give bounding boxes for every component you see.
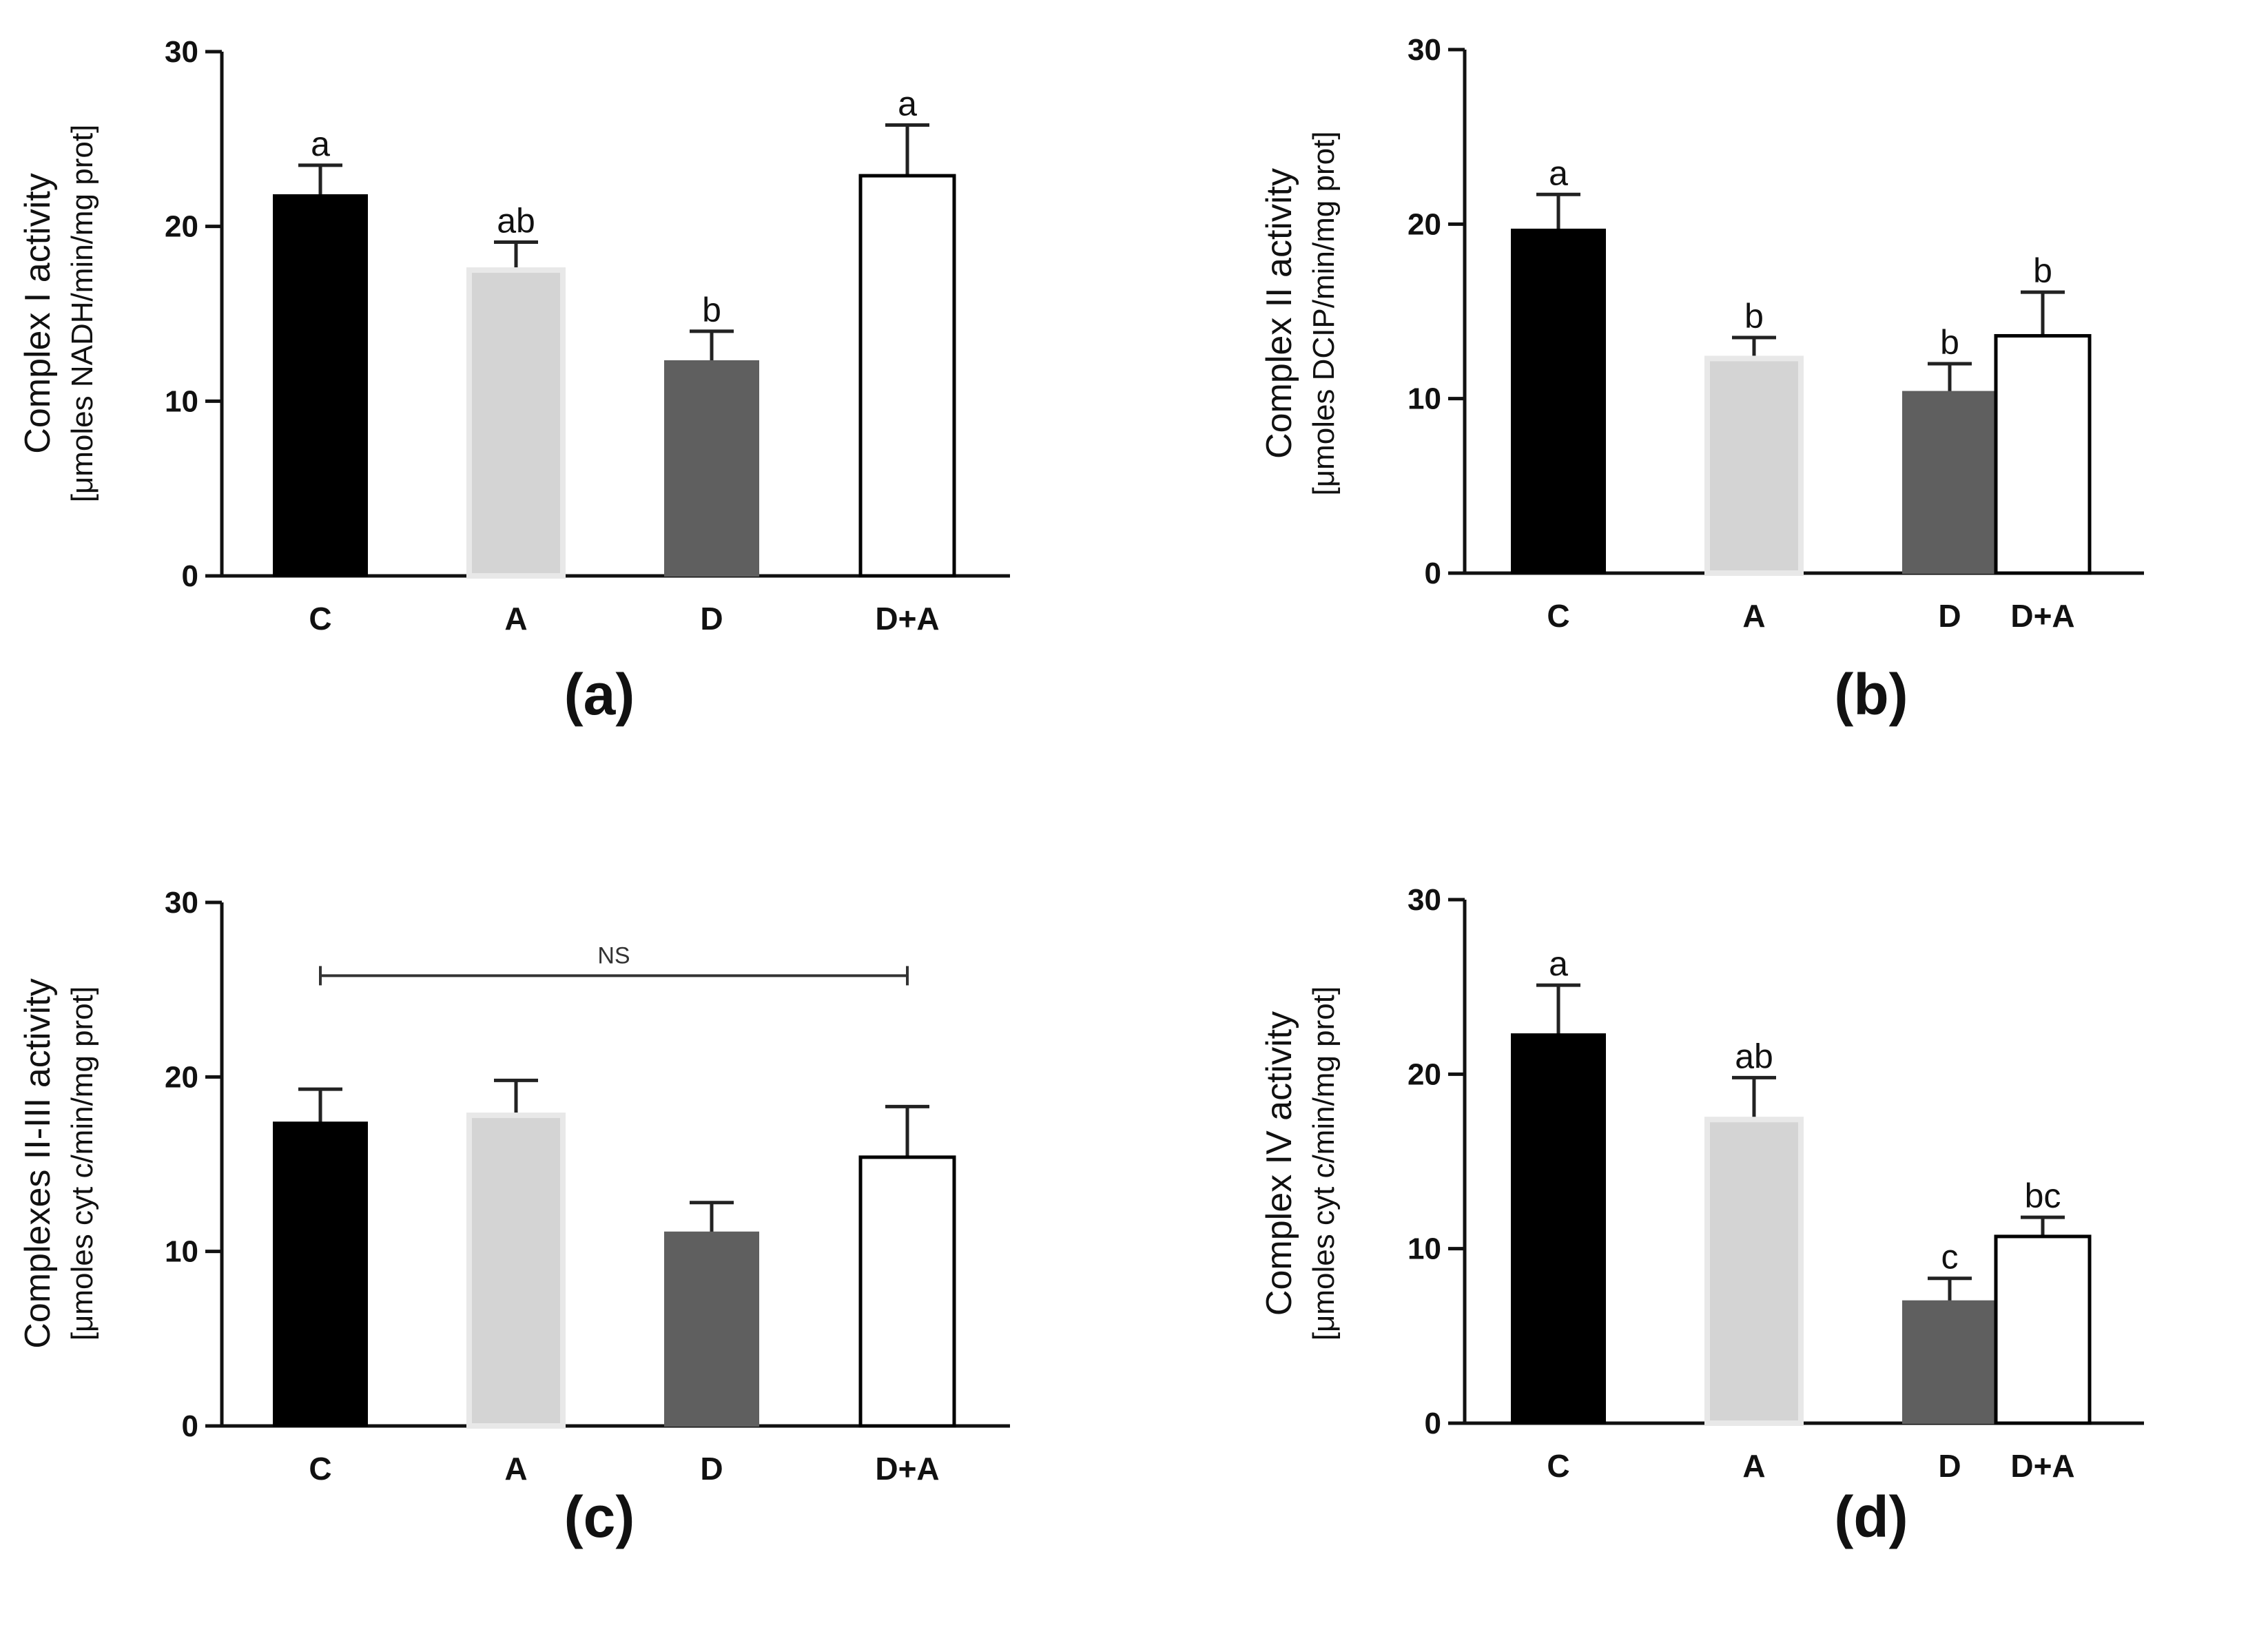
- significance-label-a-C: a: [311, 125, 330, 163]
- panel-label-c: (c): [564, 1484, 635, 1549]
- y-tick-label-b: 10: [1408, 382, 1441, 416]
- y-axis-subtitle-c: [μmoles cyt c/min/mg prot]: [65, 986, 99, 1341]
- panel-label-d: (d): [1834, 1484, 1908, 1549]
- x-tick-label-b: C: [1547, 598, 1569, 634]
- y-tick-label-d: 10: [1408, 1232, 1441, 1266]
- x-tick-label-a: A: [504, 601, 527, 637]
- y-tick-label-d: 30: [1408, 883, 1441, 917]
- chart-a: 0 10 20 30 Complex I activity [μmoles NADH/mi…: [18, 35, 1010, 637]
- bar-b-A: [1704, 355, 1804, 577]
- panel-c: 0 10 20 30 Complexes II-III activity [μmoles …: [0, 823, 1134, 1645]
- significance-label-b-A: b: [1744, 297, 1764, 335]
- bar-a-A: [466, 267, 566, 579]
- y-tick-label-c: 10: [165, 1235, 198, 1269]
- bar-a-D+A: [858, 174, 956, 578]
- x-tick-label-c: C: [309, 1451, 331, 1487]
- panel-b: 0 10 20 30 Complex II activity [μmoles DCIP/m…: [1134, 0, 2268, 823]
- x-tick-label-a: D+A: [875, 601, 939, 637]
- y-axis-title-a: Complex I activity: [18, 173, 58, 453]
- bar-b-C: [1511, 228, 1606, 574]
- y-tick-label-b: 30: [1408, 33, 1441, 67]
- bar-a-D: [664, 360, 759, 577]
- x-tick-label-a: C: [309, 601, 331, 637]
- significance-label-d-C: a: [1549, 944, 1568, 983]
- significance-label-b-D: b: [1940, 323, 1959, 362]
- significance-label-d-D: c: [1941, 1238, 1959, 1276]
- x-tick-label-d: A: [1742, 1448, 1765, 1484]
- y-axis-label-group-a: Complex I activity [μmoles NADH/min/mg pr…: [18, 125, 99, 503]
- bar-d-A: [1704, 1117, 1804, 1426]
- y-tick-label-b: 20: [1408, 207, 1441, 241]
- y-tick-label-d: 0: [1425, 1407, 1441, 1440]
- significance-label-d-A: ab: [1735, 1037, 1773, 1075]
- bar-d-D: [1902, 1300, 1997, 1425]
- bar-c-A: [466, 1113, 566, 1429]
- x-tick-label-c: A: [504, 1451, 527, 1487]
- chart-c: 0 10 20 30 Complexes II-III activity [μmoles …: [18, 886, 1010, 1487]
- y-tick-label-a: 30: [165, 35, 198, 69]
- y-axis-title-d: Complex IV activity: [1259, 1011, 1299, 1316]
- y-tick-label-c: 20: [165, 1060, 198, 1094]
- x-tick-label-b: D: [1938, 598, 1961, 634]
- y-axis-subtitle-a: [μmoles NADH/min/mg prot]: [65, 125, 99, 503]
- y-axis-title-b: Complex II activity: [1259, 168, 1299, 459]
- y-tick-label-a: 20: [165, 210, 198, 244]
- bar-c-D+A: [858, 1155, 956, 1428]
- y-axis-label-group-b: Complex II activity [μmoles DCIP/min/mg p…: [1259, 131, 1341, 495]
- y-tick-label-c: 0: [182, 1409, 198, 1443]
- x-tick-label-b: A: [1742, 598, 1765, 634]
- x-tick-label-d: C: [1547, 1448, 1569, 1484]
- significance-label-b-D+A: b: [2033, 251, 2052, 290]
- y-tick-label-c: 30: [165, 886, 198, 920]
- panel-label-a: (a): [564, 662, 635, 727]
- y-axis-label-group-c: Complexes II-III activity [μmoles cyt c/m…: [18, 978, 99, 1348]
- x-tick-label-d: D: [1938, 1448, 1961, 1484]
- bar-b-D: [1902, 391, 1997, 574]
- y-axis-title-c: Complexes II-III activity: [18, 978, 58, 1348]
- ns-label: NS: [597, 942, 630, 969]
- bar-b-D+A: [1994, 333, 2092, 575]
- x-tick-label-c: D: [700, 1451, 723, 1487]
- significance-label-a-A: ab: [497, 201, 535, 240]
- y-tick-label-b: 0: [1425, 557, 1441, 590]
- significance-label-a-D+A: a: [898, 85, 917, 123]
- significance-label-a-D: b: [702, 291, 721, 329]
- bar-d-C: [1511, 1033, 1606, 1425]
- y-tick-label-d: 20: [1408, 1057, 1441, 1091]
- significance-label-b-C: a: [1549, 154, 1568, 192]
- y-axis-label-group-d: Complex IV activity [μmoles cyt c/min/mg …: [1259, 986, 1341, 1341]
- chart-d: 0 10 20 30 Complex IV activity [μmoles cyt c/…: [1259, 883, 2144, 1484]
- panel-d: 0 10 20 30 Complex IV activity [μmoles cyt c/…: [1134, 823, 2268, 1645]
- y-axis-subtitle-b: [μmoles DCIP/min/mg prot]: [1307, 131, 1341, 495]
- panel-label-b: (b): [1834, 662, 1908, 727]
- x-tick-label-d: D+A: [2010, 1448, 2074, 1484]
- y-tick-label-a: 10: [165, 384, 198, 418]
- bar-c-C: [273, 1121, 368, 1427]
- x-tick-label-c: D+A: [875, 1451, 939, 1487]
- y-axis-subtitle-d: [μmoles cyt c/min/mg prot]: [1307, 986, 1341, 1341]
- bar-c-D: [664, 1231, 759, 1427]
- x-tick-label-a: D: [700, 601, 723, 637]
- panel-a: 0 10 20 30 Complex I activity [μmoles NADH/mi…: [0, 0, 1134, 823]
- bar-a-C: [273, 194, 368, 577]
- chart-b: 0 10 20 30 Complex II activity [μmoles DCIP/m…: [1259, 33, 2144, 634]
- x-tick-label-b: D+A: [2010, 598, 2074, 634]
- bar-d-D+A: [1994, 1234, 2092, 1425]
- y-tick-label-a: 0: [182, 559, 198, 593]
- significance-label-d-D+A: bc: [2025, 1177, 2061, 1215]
